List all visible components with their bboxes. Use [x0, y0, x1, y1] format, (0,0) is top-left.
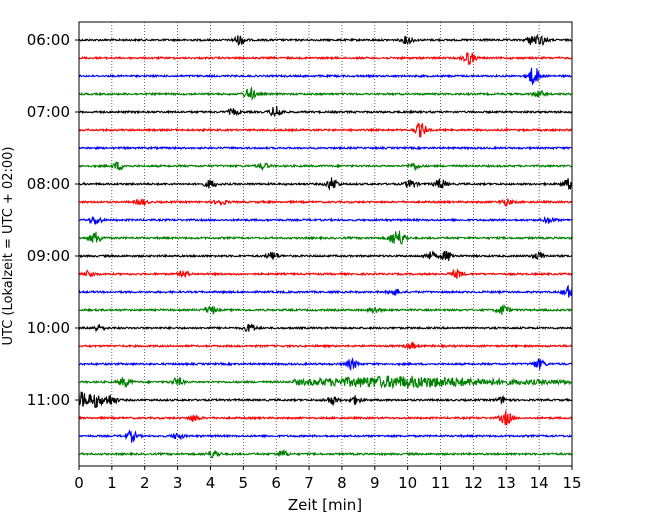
- y-tick-label: 09:00: [27, 247, 70, 265]
- trace-1000: [78, 323, 573, 333]
- trace-1130: [78, 428, 573, 444]
- x-tick-label: 10: [398, 474, 417, 492]
- trace-1045: [78, 375, 573, 390]
- x-tick-label: 0: [74, 474, 84, 492]
- x-tick-label: 5: [239, 474, 249, 492]
- trace-0945: [78, 303, 573, 316]
- trace-0900: [78, 250, 573, 262]
- x-tick-label: 13: [497, 474, 516, 492]
- trace-0730: [78, 145, 573, 151]
- x-tick-label: 15: [562, 474, 581, 492]
- trace-0800: [78, 177, 573, 191]
- x-tick-label: 4: [206, 474, 216, 492]
- trace-0930: [78, 284, 573, 298]
- trace-0815: [78, 197, 573, 208]
- trace-0745: [78, 161, 573, 172]
- x-tick-label: 6: [271, 474, 281, 492]
- x-tick-label: 2: [140, 474, 150, 492]
- y-tick-label: 10:00: [27, 319, 70, 337]
- x-tick-label: 12: [464, 474, 483, 492]
- plot-frame: [78, 21, 573, 467]
- x-tick-label: 11: [431, 474, 450, 492]
- trace-1030: [78, 356, 573, 371]
- x-tick-label: 3: [173, 474, 183, 492]
- trace-1015: [78, 341, 573, 350]
- x-tick-label: 1: [107, 474, 117, 492]
- trace-0830: [78, 215, 573, 226]
- grid-lines: [111, 22, 540, 466]
- x-axis: 0 1 2 3 4 5 6 7 8 9 10 11 12 13 14 15: [74, 466, 582, 492]
- trace-0700: [78, 106, 573, 118]
- trace-0715: [78, 122, 573, 138]
- trace-1145: [78, 448, 573, 459]
- x-axis-label: Zeit [min]: [288, 496, 362, 514]
- y-axis-label: UTC (Lokalzeit = UTC + 02:00): [1, 147, 16, 346]
- trace-0600: [78, 33, 573, 47]
- trace-0615: [78, 52, 573, 65]
- trace-0915: [78, 268, 573, 279]
- y-axis: 06:00 07:00 08:00 09:00 10:00 11:00: [27, 31, 79, 409]
- plot-background: [79, 22, 572, 466]
- trace-0845: [78, 230, 573, 245]
- y-tick-label: 08:00: [27, 175, 70, 193]
- x-tick-label: 9: [370, 474, 380, 492]
- trace-1100: [78, 391, 573, 408]
- y-tick-label: 07:00: [27, 103, 70, 121]
- trace-0630: [78, 67, 573, 85]
- y-tick-label: 11:00: [27, 391, 70, 409]
- x-tick-label: 8: [337, 474, 347, 492]
- traces-layer: [78, 33, 573, 459]
- x-tick-label: 14: [530, 474, 549, 492]
- y-tick-label: 06:00: [27, 31, 70, 49]
- trace-1115: [78, 410, 573, 426]
- x-tick-label: 7: [304, 474, 314, 492]
- trace-0645: [78, 86, 573, 102]
